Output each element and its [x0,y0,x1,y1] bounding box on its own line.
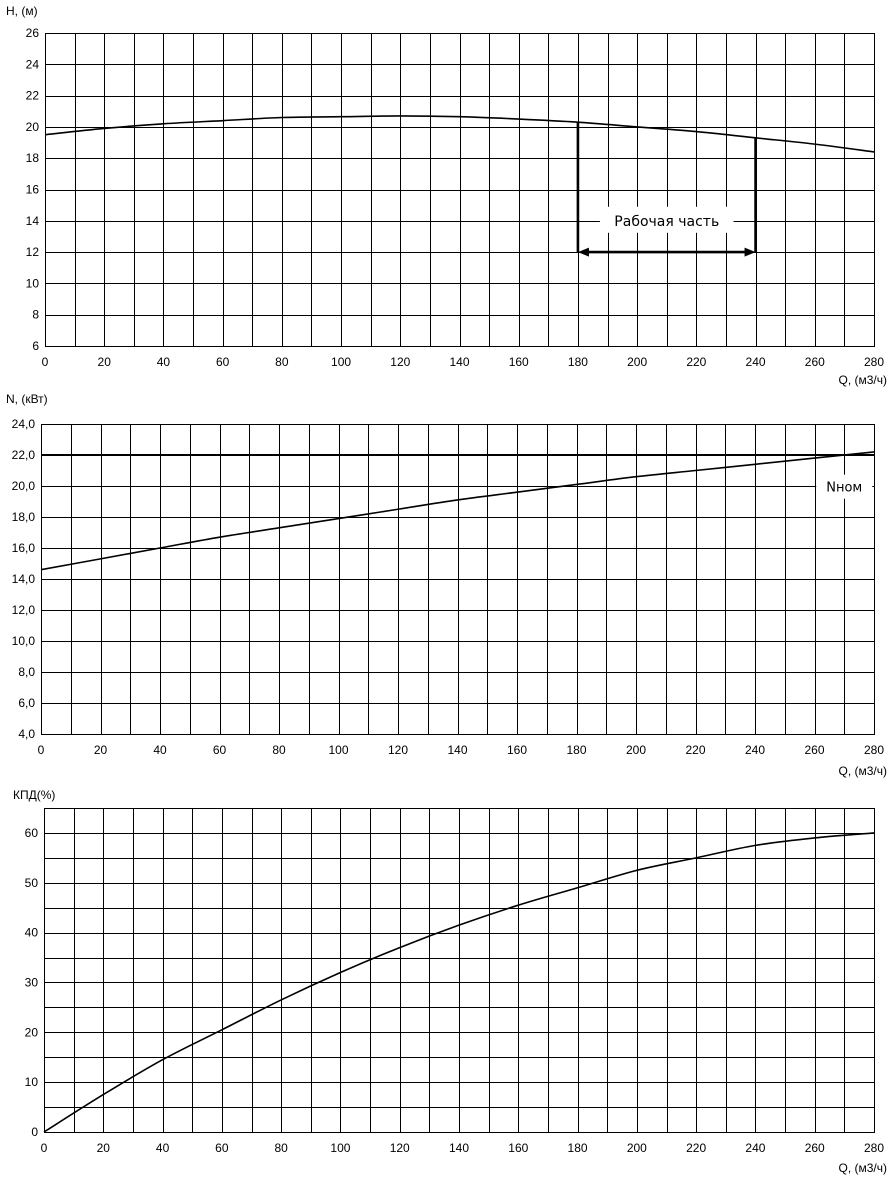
x-tick-label: 140 [447,743,467,757]
x-axis-title: Q, (м3/ч) [838,764,887,778]
x-tick-label: 160 [507,743,527,757]
y-tick-label: 24,0 [12,417,36,431]
x-tick-label: 220 [686,1141,706,1155]
y-tick-label: 10 [26,276,40,290]
y-tick-label: 12,0 [12,603,36,617]
y-tick-label: 18,0 [12,510,36,524]
y-tick-label: 40 [25,926,39,940]
y-tick-label: 16 [26,183,40,197]
x-tick-label: 0 [42,355,49,369]
y-tick-label: 20 [26,120,40,134]
x-tick-label: 20 [98,355,112,369]
y-axis-title: N, (кВт) [6,392,48,406]
y-tick-label: 30 [25,975,39,989]
y-tick-label: 0 [31,1125,38,1139]
y-tick-label: 10 [25,1075,39,1089]
y-tick-label: 6 [32,339,39,353]
x-tick-label: 280 [864,1141,884,1155]
x-tick-label: 80 [272,743,286,757]
x-tick-label: 40 [157,355,171,369]
x-tick-label: 140 [449,1141,469,1155]
plot-frame [41,424,875,735]
x-tick-label: 240 [745,1141,765,1155]
y-tick-label: 20,0 [12,479,36,493]
y-tick-label: 20 [25,1025,39,1039]
y-axis-title: КПД(%) [13,788,55,802]
x-tick-label: 160 [509,355,529,369]
y-tick-label: 8,0 [18,665,35,679]
x-tick-label: 280 [864,355,884,369]
y-tick-label: 12 [26,245,40,259]
nominal-power-label-bg [816,474,873,499]
y-tick-label: 14 [26,214,40,228]
x-tick-label: 100 [330,1141,350,1155]
series-line [43,832,875,1133]
x-tick-label: 180 [568,1141,588,1155]
x-tick-label: 240 [745,743,765,757]
nominal-power-label: Nном [826,481,862,496]
x-tick-label: 120 [390,1141,410,1155]
x-tick-label: 260 [805,1141,825,1155]
y-tick-label: 10,0 [12,634,36,648]
y-axis-title: H, (м) [6,4,38,18]
x-tick-label: 200 [626,743,646,757]
y-tick-label: 16,0 [12,541,36,555]
x-tick-label: 80 [274,1141,288,1155]
working-range-label: Рабочая часть [614,214,719,230]
arrowhead-left [577,247,589,257]
y-tick-label: 22,0 [12,448,36,462]
x-tick-label: 260 [804,743,824,757]
x-tick-label: 60 [215,1141,229,1155]
head-chart: 0 20 40 60 80 100 120 140 160 180 200 220 240 260 280 6… [6,4,887,387]
x-tick-label: 60 [216,355,230,369]
arrowhead-right [744,247,756,257]
x-tick-label: 20 [97,1141,111,1155]
x-tick-label: 120 [388,743,408,757]
efficiency-chart: 0 20 40 60 80 100 120 140 160 180 200 220 240 260 280 0… [13,788,887,1175]
y-tick-label: 26 [26,26,40,40]
x-tick-label: 200 [627,1141,647,1155]
x-tick-label: 200 [627,355,647,369]
x-tick-label: 260 [805,355,825,369]
x-tick-label: 40 [153,743,167,757]
x-tick-label: 240 [746,355,766,369]
y-tick-label: 24 [26,57,40,71]
y-tick-label: 60 [25,826,39,840]
plot-frame [44,808,875,1133]
x-tick-label: 180 [566,743,586,757]
x-tick-label: 80 [275,355,289,369]
y-tick-label: 50 [25,876,39,890]
x-tick-label: 140 [449,355,469,369]
y-tick-label: 22 [26,89,40,103]
y-tick-label: 18 [26,151,40,165]
x-axis-title: Q, (м3/ч) [838,1161,887,1175]
x-tick-label: 20 [94,743,108,757]
x-tick-label: 220 [686,355,706,369]
power-chart: 0 20 40 60 80 100 120 140 160 180 200 220 240 260 280 4… [6,392,887,778]
y-tick-label: 14,0 [12,572,36,586]
x-tick-label: 0 [41,1141,48,1155]
y-tick-label: 4,0 [18,727,35,741]
x-tick-label: 100 [328,743,348,757]
x-tick-label: 60 [213,743,227,757]
x-axis-title: Q, (м3/ч) [838,373,887,387]
y-tick-label: 6,0 [18,696,35,710]
x-tick-label: 220 [685,743,705,757]
plot-frame [45,33,875,347]
x-tick-label: 100 [331,355,351,369]
working-range-label-bg [599,206,734,233]
y-tick-label: 8 [32,308,39,322]
x-tick-label: 0 [38,743,45,757]
x-tick-label: 40 [156,1141,170,1155]
series-line [40,451,875,571]
x-tick-label: 120 [390,355,410,369]
x-tick-label: 160 [508,1141,528,1155]
series-line [44,115,875,153]
x-tick-label: 180 [568,355,588,369]
x-tick-label: 280 [864,743,884,757]
